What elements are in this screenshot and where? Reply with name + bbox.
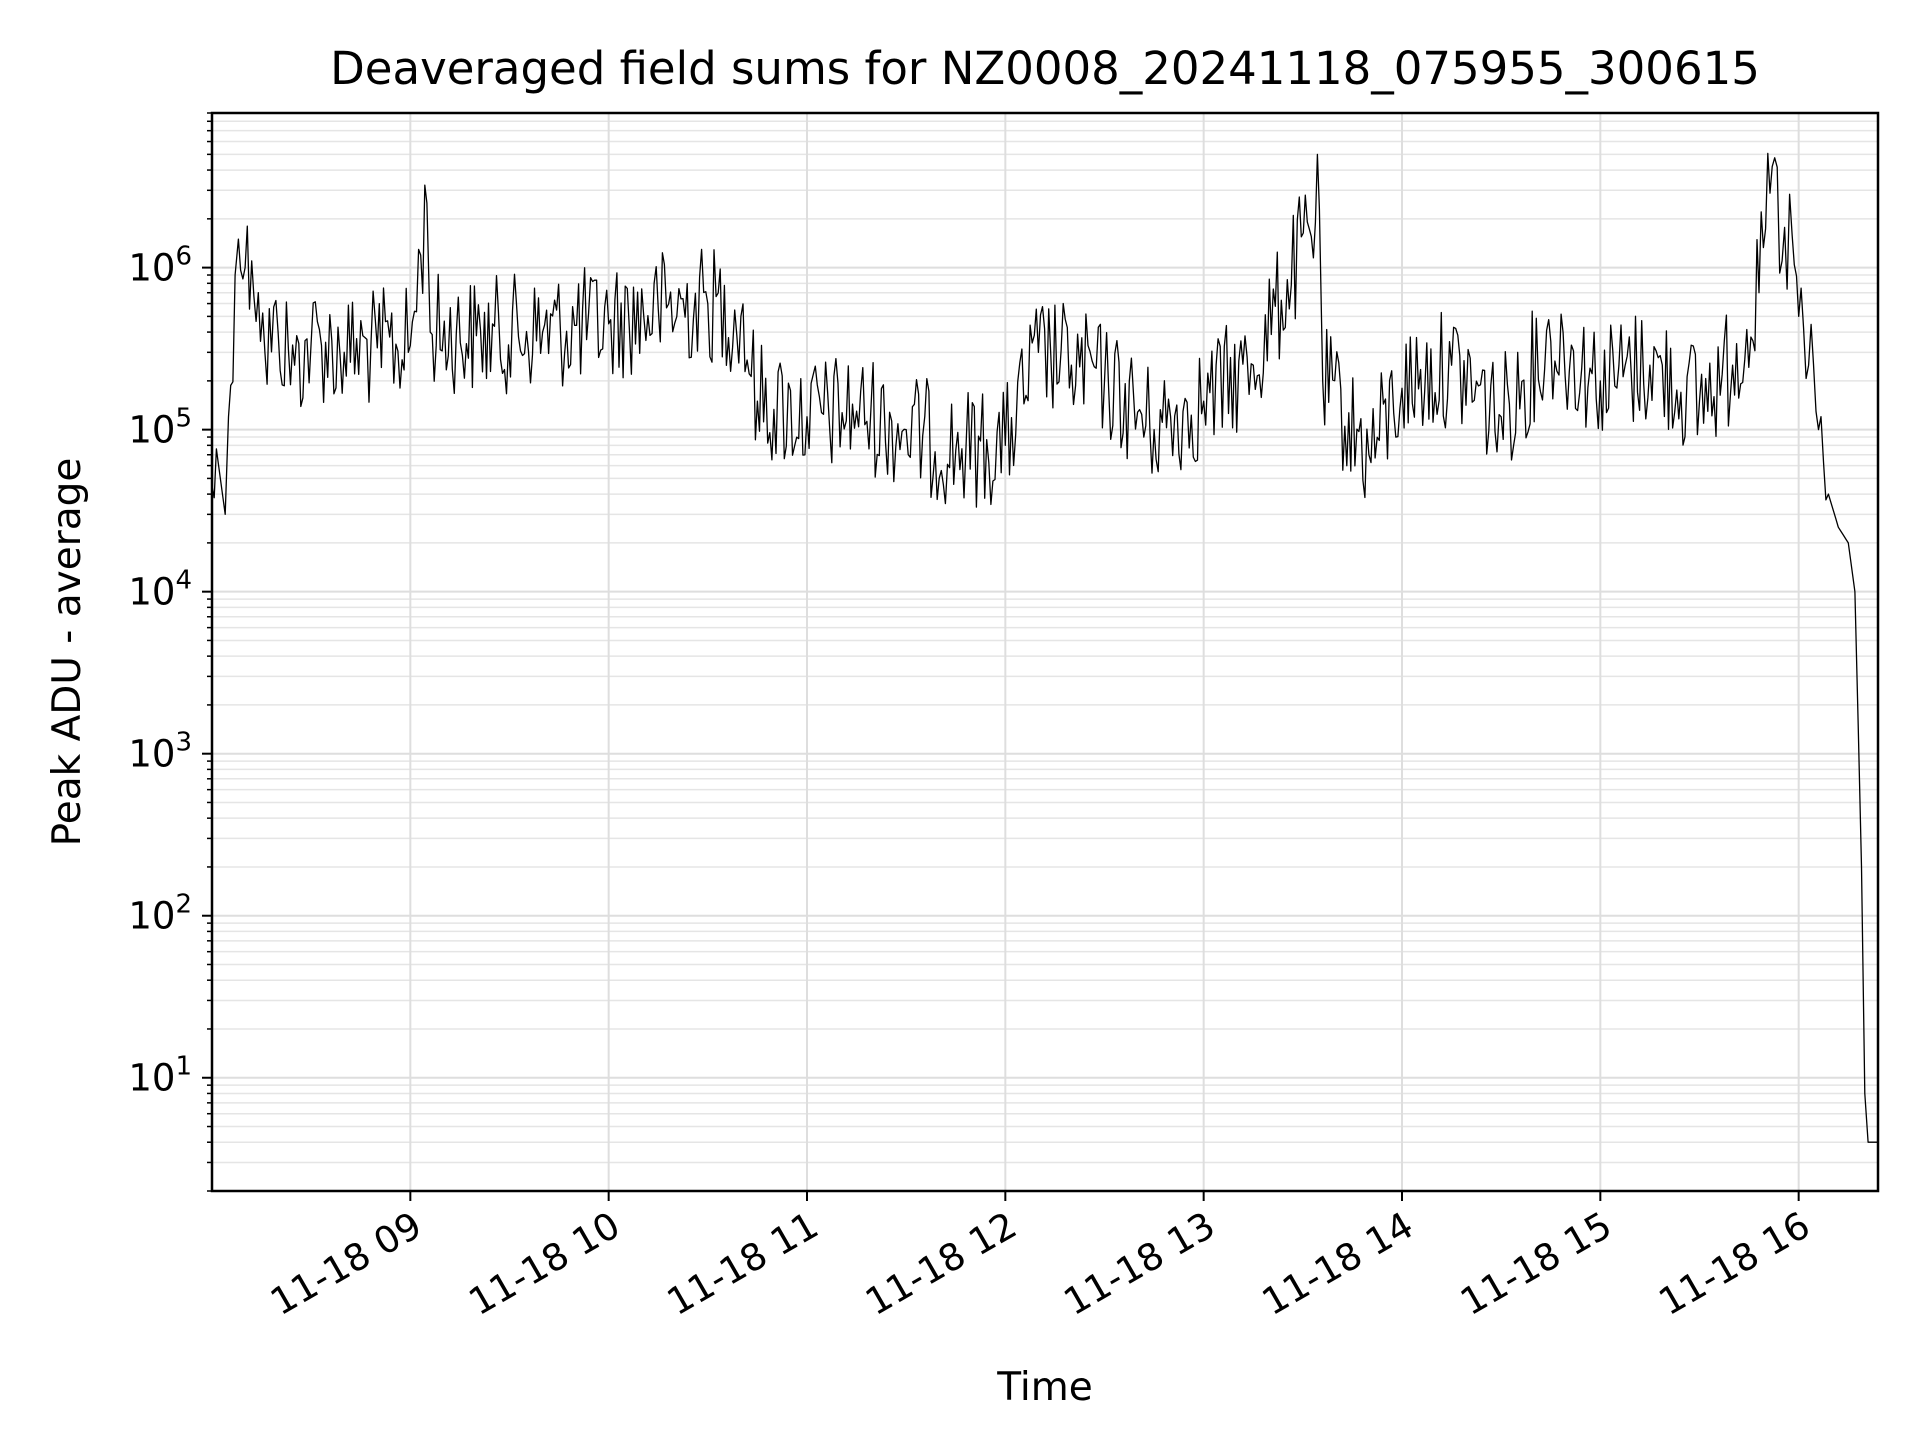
y-tick-label: 103	[128, 728, 192, 776]
grid	[212, 112, 1878, 1192]
y-tick-label: 106	[128, 242, 192, 290]
data-line-group	[211, 152, 1878, 1143]
plot-frame	[210, 111, 1880, 1193]
y-axis-label: Peak ADU - average	[45, 458, 90, 847]
y-tick-label: 104	[128, 566, 192, 614]
y-tick-label: 101	[128, 1052, 192, 1100]
y-tick-label: 105	[128, 404, 192, 452]
x-axis-label: Time	[996, 1365, 1092, 1410]
data-line	[211, 152, 1878, 1143]
y-axis: 101 102 103 104 105 106	[128, 112, 212, 1192]
chart-title: Deaveraged field sums for NZ0008_2024111…	[330, 42, 1760, 95]
y-tick-label: 102	[128, 890, 192, 938]
